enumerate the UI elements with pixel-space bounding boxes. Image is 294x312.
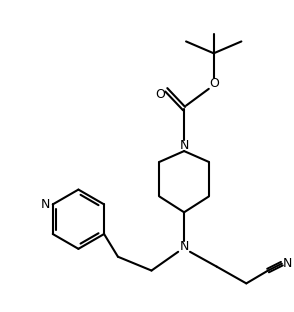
Text: O: O: [209, 77, 219, 90]
Text: N: N: [283, 257, 293, 270]
Text: N: N: [179, 240, 189, 253]
Text: O: O: [156, 88, 165, 101]
Text: N: N: [179, 139, 189, 152]
Text: N: N: [41, 198, 51, 211]
